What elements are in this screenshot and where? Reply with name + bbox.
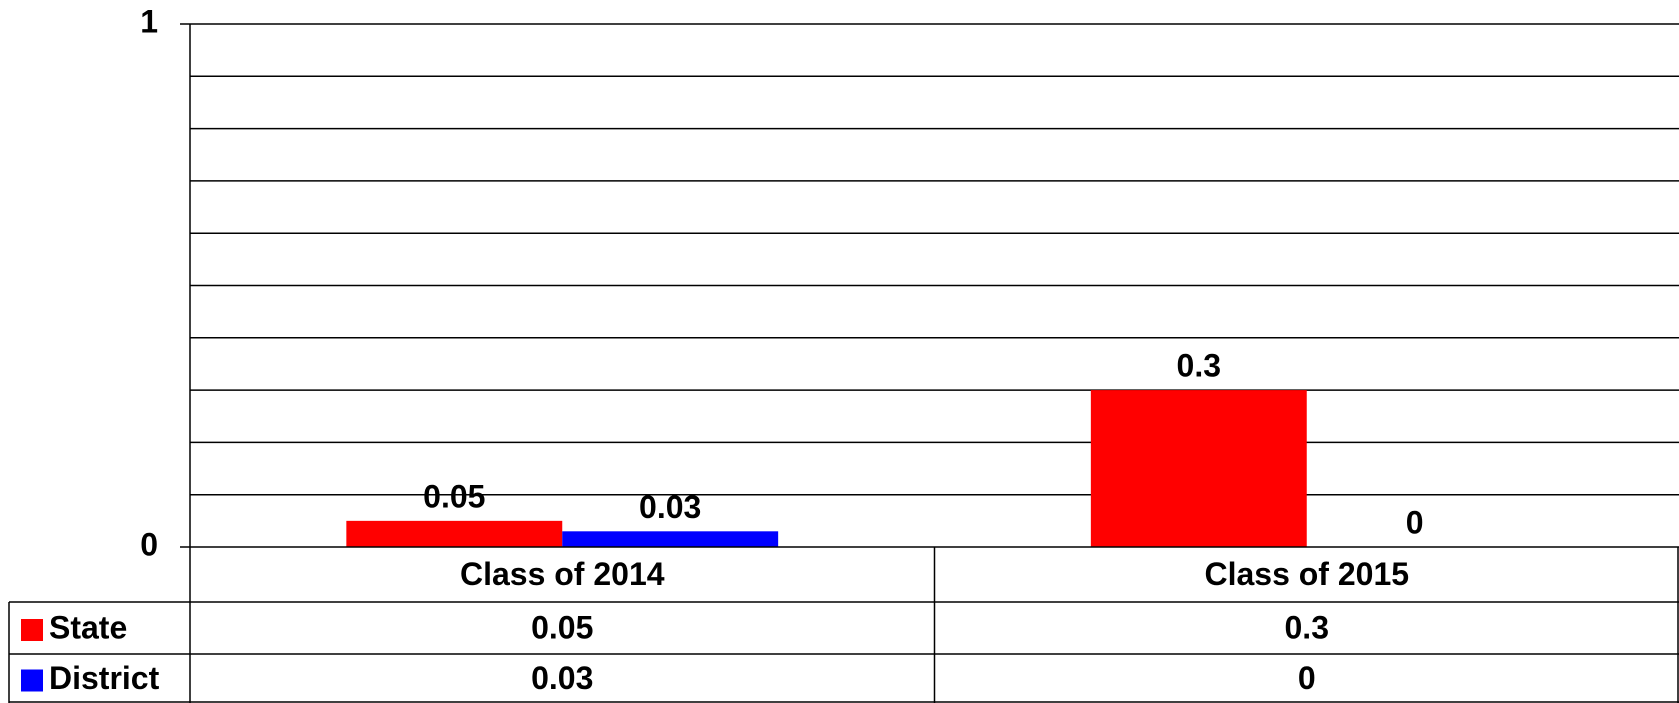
data-label: 0.3: [1177, 348, 1221, 384]
bar: [1090, 390, 1307, 547]
table-value: 0.3: [1285, 609, 1329, 645]
data-label: 0.05: [423, 478, 485, 514]
y-tick-label: 1: [140, 3, 158, 39]
table-value: 0.03: [531, 660, 593, 696]
y-tick-label: 0: [140, 526, 158, 562]
bar: [346, 520, 563, 547]
legend-swatch: [21, 619, 43, 641]
bar: [562, 531, 779, 547]
category-label: Class of 2015: [1204, 556, 1409, 592]
data-label: 0.03: [639, 489, 701, 525]
legend-label: District: [49, 660, 160, 696]
legend-swatch: [21, 669, 43, 692]
table-value: 0: [1298, 660, 1316, 696]
data-label: 0: [1406, 504, 1424, 540]
category-label: Class of 2014: [460, 556, 665, 592]
table-value: 0.05: [531, 609, 593, 645]
legend-label: State: [49, 609, 127, 645]
